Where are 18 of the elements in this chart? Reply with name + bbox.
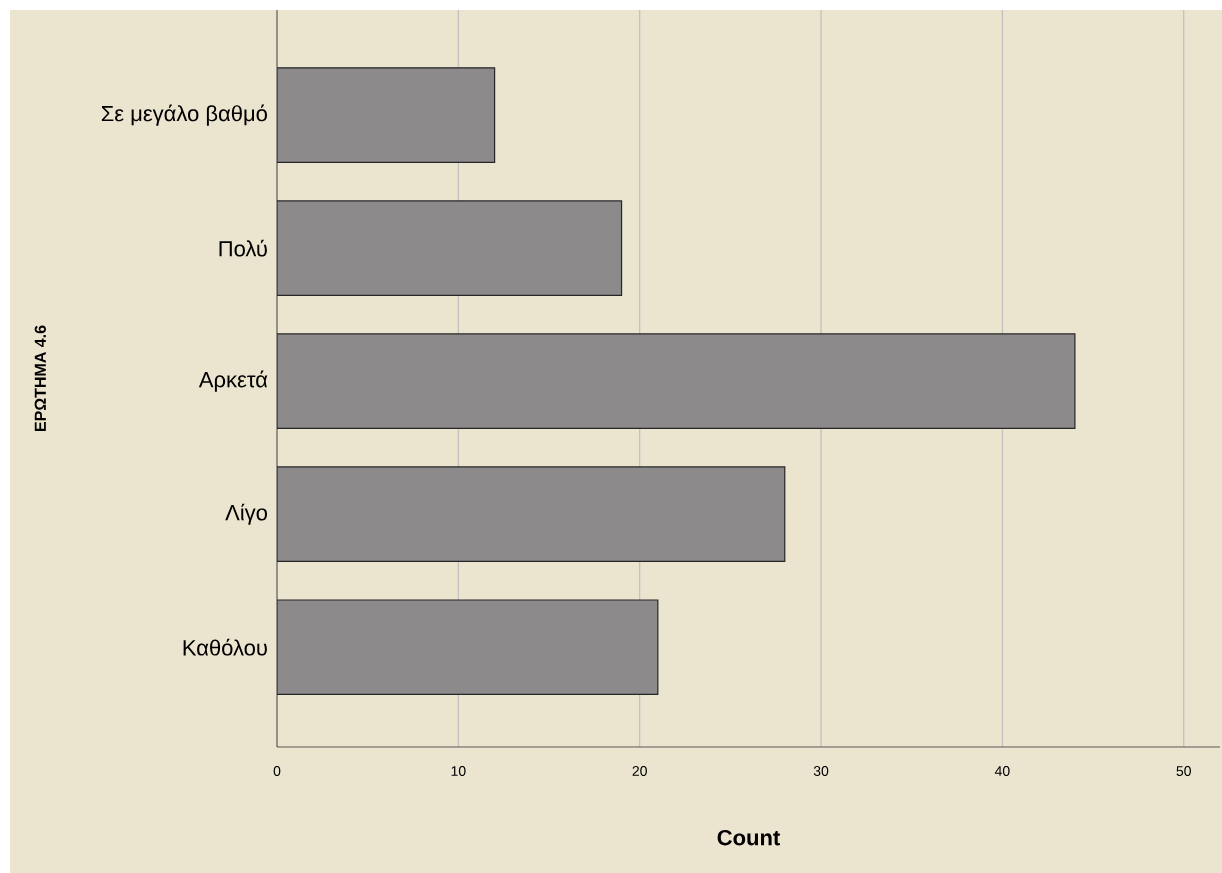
x-axis-title: Count (717, 829, 780, 846)
y-axis-title: ΕΡΩΤΗΜΑ 4.6 (34, 325, 46, 431)
x-tick-label: 20 (632, 766, 647, 776)
y-tick-label: Πολύ (219, 239, 267, 257)
y-tick-label: Αρκετά (198, 370, 268, 392)
bar (277, 200, 623, 296)
x-tick-label: 40 (994, 766, 1010, 776)
y-tick-label: Σε μεγάλο βαθμό (101, 104, 267, 126)
y-tick-label: Λίγο (225, 503, 267, 525)
bar (277, 599, 659, 696)
bar (277, 67, 496, 163)
x-tick-label: 50 (1176, 766, 1191, 776)
x-tick-label: 30 (813, 766, 829, 776)
bar (277, 333, 1076, 429)
x-tick-label: 0 (273, 766, 281, 776)
x-tick-label: 10 (451, 766, 466, 776)
y-tick-label: Καθόλου (183, 638, 267, 656)
bar (277, 466, 786, 563)
